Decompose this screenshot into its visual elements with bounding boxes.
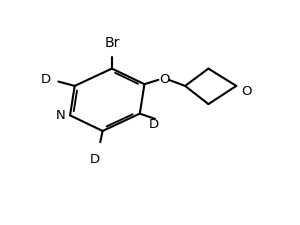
Text: D: D <box>149 118 159 131</box>
Text: N: N <box>56 109 66 122</box>
Text: O: O <box>159 73 169 86</box>
Text: D: D <box>40 73 51 86</box>
Text: D: D <box>89 153 100 166</box>
Text: Br: Br <box>104 36 120 50</box>
Text: O: O <box>241 86 251 99</box>
